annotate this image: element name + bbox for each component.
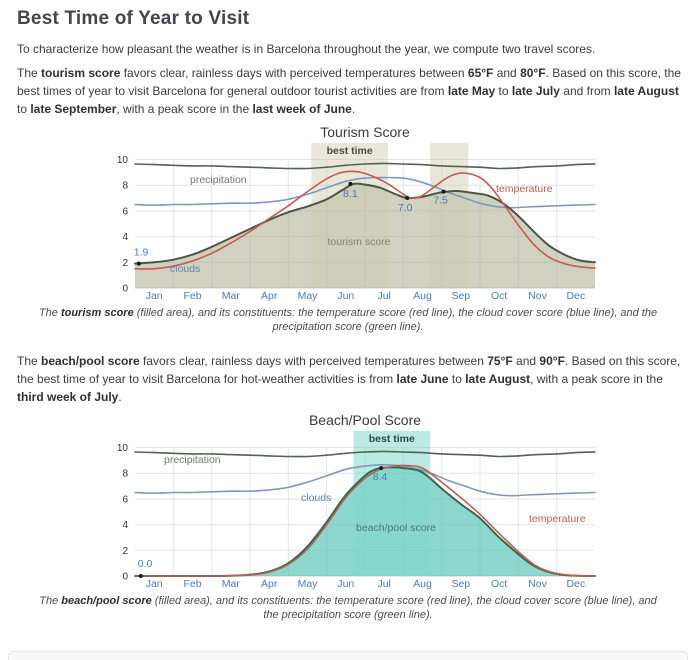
y-axis-tick-label: 2 (122, 546, 128, 557)
x-axis-month-label: Jan (146, 578, 163, 590)
data-point-value: 8.1 (343, 188, 358, 200)
x-axis-month-label: Oct (491, 290, 507, 302)
x-axis-month-label: Jul (377, 290, 390, 302)
precipitation-label: precipitation (190, 174, 247, 186)
best-time-section: Best Time of Year to Visit To characteri… (0, 8, 696, 660)
best-time-label: best time (369, 433, 415, 445)
best-time-band (430, 143, 469, 288)
beach-chart-figure: Beach/Pool Score best time 0.0 8.4 precipit… (0, 412, 696, 622)
y-axis-tick-label: 8 (122, 469, 128, 480)
x-axis-month-label: Oct (491, 578, 507, 590)
x-axis-month-label: Dec (566, 578, 585, 590)
x-axis-month-label: Feb (183, 578, 201, 590)
y-axis-tick-label: 10 (117, 155, 129, 166)
x-axis-month-label: May (298, 290, 319, 302)
temperature-label: temperature (496, 183, 553, 195)
beach-pool-score-label: beach/pool score (356, 522, 436, 534)
x-axis-month-label: Mar (222, 578, 241, 590)
x-axis-month-label: Jan (146, 290, 163, 302)
precipitation-line (134, 450, 596, 458)
best-time-label: best time (327, 145, 373, 157)
data-point-dot (138, 574, 143, 578)
y-axis-tick-label: 10 (117, 443, 129, 454)
next-section-panel-edge (8, 651, 688, 660)
data-point-dot (405, 196, 410, 200)
x-axis-month-label: Dec (566, 290, 585, 302)
temperature-line (134, 464, 596, 577)
beach-paragraph: The beach/pool score favors clear, rainl… (17, 354, 681, 404)
beach-pool-score-chart[interactable]: best time 0.0 8.4 precipitation clouds temper… (112, 429, 612, 591)
x-axis-month-label: Apr (261, 290, 278, 302)
clouds-line (134, 463, 596, 497)
temperature-label: temperature (529, 513, 586, 525)
x-axis-month-label: Sep (451, 578, 470, 590)
x-axis-month-label: Jul (377, 578, 390, 590)
data-point-value: 8.4 (373, 471, 388, 483)
precipitation-line (134, 162, 596, 170)
y-axis-tick-label: 6 (122, 494, 128, 505)
tourism-paragraph: The tourism score favors clear, rainless… (17, 66, 681, 116)
x-axis-month-label: Nov (528, 578, 547, 590)
clouds-line (134, 176, 596, 209)
y-axis-tick-label: 4 (122, 232, 128, 243)
precipitation-label: precipitation (164, 454, 221, 466)
data-point-dot (441, 189, 446, 194)
x-axis-month-label: Mar (222, 290, 241, 302)
beach-pool-chart-title: Beach/Pool Score (308, 412, 422, 428)
x-axis-month-label: Jun (337, 578, 354, 590)
x-axis-month-label: Apr (261, 578, 278, 590)
y-axis-tick-label: 6 (122, 206, 128, 217)
x-axis-month-label: Nov (528, 290, 547, 302)
y-axis-tick-label: 0 (122, 572, 128, 583)
x-axis-month-label: Aug (413, 290, 432, 302)
x-axis-month-label: Aug (413, 578, 432, 590)
data-point-value: 0.0 (138, 558, 153, 570)
x-axis-month-label: Jun (337, 290, 354, 302)
y-axis-tick-label: 0 (122, 284, 128, 295)
tourism-score-chart[interactable]: best time 1.9 8.1 7.0 7.5 precipitation clouds… (112, 141, 612, 303)
best-time-band (353, 431, 431, 576)
x-axis-month-label: May (298, 578, 319, 590)
y-axis-tick-label: 4 (122, 520, 128, 531)
intro-paragraph: To characterize how pleasant the weather… (17, 42, 596, 56)
data-point-value: 7.5 (433, 195, 448, 207)
clouds-label: clouds (301, 492, 331, 504)
tourism-score-area (135, 183, 595, 288)
beach-chart-caption: The beach/pool score (filled area), and … (39, 595, 657, 621)
tourism-chart-figure: Tourism Score best time 1.9 8.1 7.0 7.5 preci… (0, 124, 696, 334)
x-axis-month-label: Sep (451, 290, 470, 302)
page-title: Best Time of Year to Visit (17, 8, 250, 29)
tourism-score-line (134, 182, 596, 265)
data-point-value: 1.9 (134, 247, 149, 259)
x-axis-month-label: Feb (183, 290, 201, 302)
data-point-dot (136, 261, 141, 266)
data-point-dot (348, 181, 353, 186)
temperature-line (134, 170, 596, 270)
tourism-score-label: tourism score (327, 236, 390, 248)
tourism-chart-title: Tourism Score (320, 124, 410, 140)
tourism-chart-caption: The tourism score (filled area), and its… (38, 307, 658, 333)
data-point-dot (379, 466, 384, 471)
data-point-value: 7.0 (398, 202, 413, 214)
y-axis-tick-label: 8 (122, 181, 128, 192)
y-axis-tick-label: 2 (122, 258, 128, 269)
clouds-label: clouds (170, 263, 200, 275)
